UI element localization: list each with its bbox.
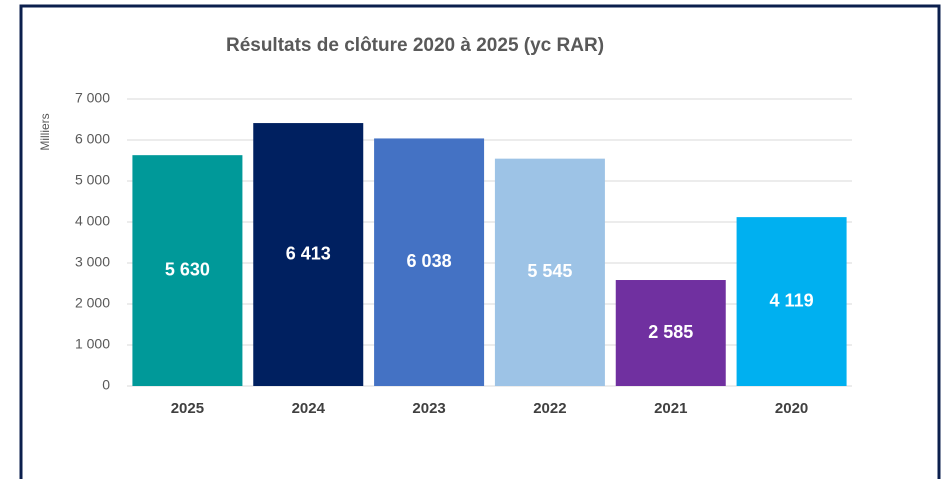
chart-title: Résultats de clôture 2020 à 2025 (yc RAR… <box>226 35 604 56</box>
bar <box>615 280 726 386</box>
x-tick-label: 2024 <box>292 400 326 417</box>
value-label: 5 630 <box>165 259 210 279</box>
bar <box>132 155 243 386</box>
y-tick-label: 0 <box>102 377 110 393</box>
value-label: 2 585 <box>648 322 693 342</box>
y-tick-label: 4 000 <box>75 213 110 229</box>
bar <box>253 123 364 386</box>
bar <box>374 138 485 386</box>
value-label: 6 038 <box>407 251 452 271</box>
bar <box>494 158 605 386</box>
y-tick-label: 6 000 <box>75 131 110 147</box>
value-label: 5 545 <box>527 261 572 281</box>
y-tick-label: 7 000 <box>75 90 110 106</box>
x-tick-label: 2020 <box>775 400 808 417</box>
y-tick-label: 3 000 <box>75 254 110 270</box>
x-tick-label: 2021 <box>654 400 687 417</box>
x-tick-label: 2022 <box>533 400 566 417</box>
bar <box>736 217 847 386</box>
y-tick-label: 2 000 <box>75 295 110 311</box>
value-label: 6 413 <box>286 243 331 263</box>
value-label: 4 119 <box>770 290 814 310</box>
y-tick-label: 5 000 <box>75 172 110 188</box>
y-tick-label: 1 000 <box>75 336 110 352</box>
x-tick-label: 2025 <box>171 400 204 417</box>
x-tick-label: 2023 <box>412 400 445 417</box>
y-axis-title: Milliers <box>38 113 52 150</box>
